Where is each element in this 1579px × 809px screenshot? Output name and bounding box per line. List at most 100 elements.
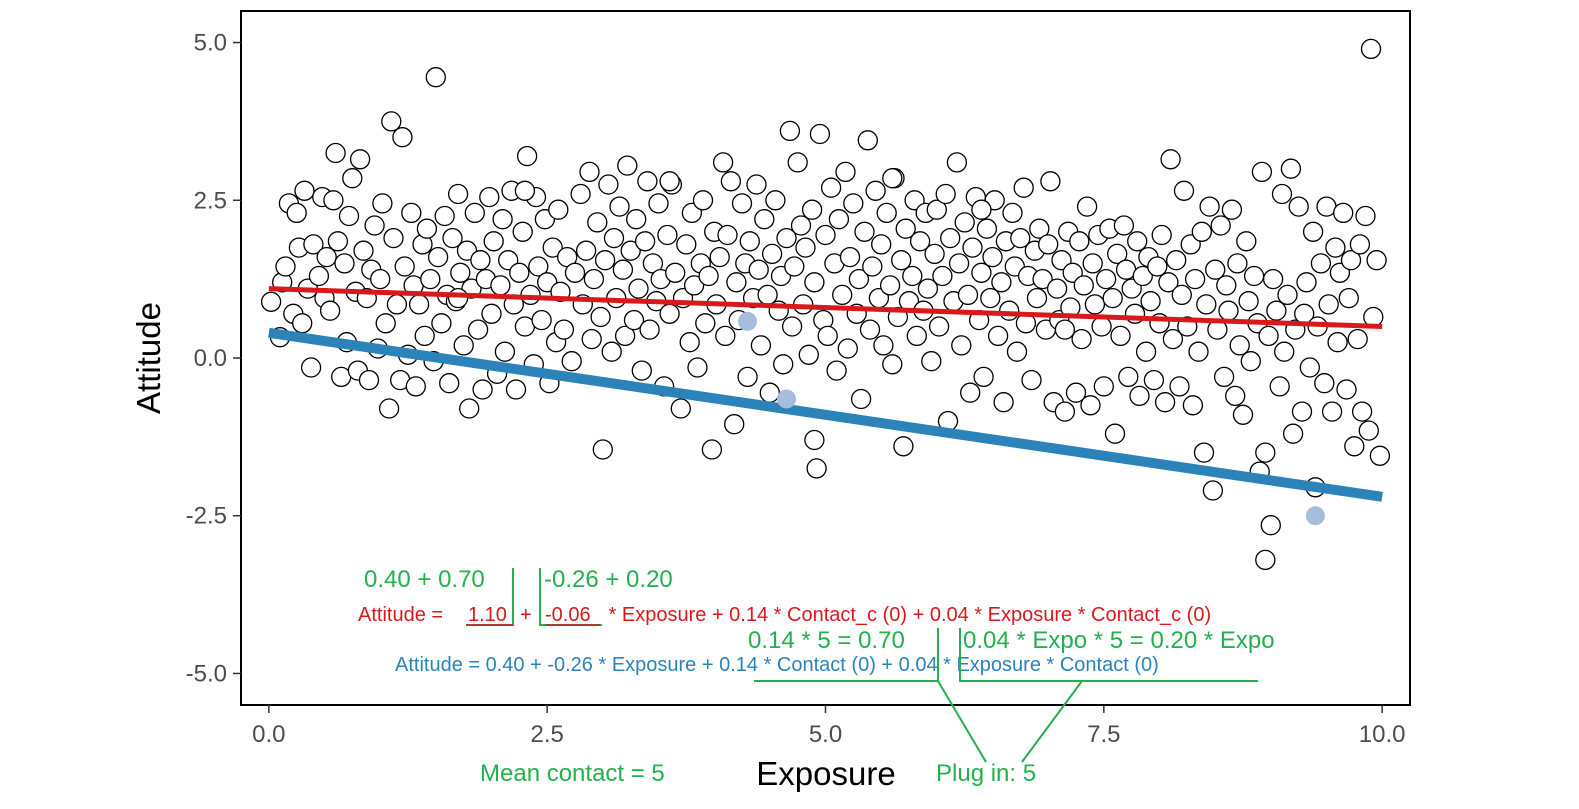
data-point (1021, 369, 1042, 391)
data-point (394, 256, 415, 277)
data-point (381, 111, 402, 132)
annotation-sum-right: -0.26 + 0.20 (544, 566, 673, 593)
data-point (490, 275, 511, 296)
data-point (1325, 237, 1346, 258)
data-point (1091, 316, 1112, 337)
data-point (1236, 231, 1257, 252)
data-point (835, 161, 856, 183)
data-point (757, 284, 778, 306)
data-point (1302, 221, 1324, 242)
data-point (659, 303, 680, 324)
data-point (1095, 268, 1117, 290)
data-point (583, 268, 605, 290)
data-point (561, 351, 582, 372)
data-point (1084, 294, 1106, 315)
data-point (665, 262, 686, 283)
data-point (1229, 335, 1250, 356)
data-point (1255, 442, 1276, 463)
data-point (648, 193, 669, 214)
data-point (1169, 376, 1190, 397)
data-point (442, 227, 463, 249)
data-point (1118, 366, 1139, 388)
data-point (1040, 171, 1061, 192)
data-point (349, 149, 371, 170)
red-regression-line (268, 286, 1383, 329)
data-point (1221, 199, 1243, 220)
data-point (701, 439, 723, 460)
data-point (531, 309, 552, 331)
data-point (292, 313, 313, 334)
data-point (999, 300, 1020, 321)
data-point (319, 300, 341, 321)
data-point (893, 436, 914, 457)
data-point (1051, 250, 1072, 271)
data-point (787, 152, 808, 173)
data-point (516, 145, 538, 167)
data-point (820, 177, 842, 198)
data-point (1347, 328, 1368, 350)
data-point (1282, 423, 1304, 444)
data-point (715, 325, 736, 347)
data-point (1184, 268, 1206, 290)
data-point (902, 265, 923, 287)
data-point (1171, 284, 1192, 306)
data-point (1355, 205, 1376, 227)
data-point (1082, 253, 1103, 274)
data-point (1182, 395, 1204, 416)
x-tick-label: 7.5 (1087, 721, 1120, 748)
data-point (670, 398, 691, 419)
data-point (1166, 250, 1187, 271)
data-point (926, 199, 947, 220)
data-point (453, 335, 474, 356)
data-point (1369, 445, 1391, 466)
x-tick-label: 2.5 (530, 721, 563, 748)
data-point (692, 190, 714, 211)
pointer-plug-in-left (937, 680, 987, 763)
data-point (1193, 442, 1215, 463)
data-point (275, 256, 296, 277)
data-point (483, 231, 504, 252)
data-point (294, 180, 315, 201)
data-point (375, 313, 396, 334)
data-point (754, 209, 775, 230)
data-point (514, 180, 536, 201)
data-point (804, 429, 825, 451)
x-tick-label: 0.0 (252, 721, 285, 748)
data-point (1073, 275, 1094, 296)
data-point (1065, 382, 1087, 403)
y-axis-title: Attitude (130, 302, 167, 414)
data-point (1013, 177, 1034, 198)
data-point (917, 278, 939, 299)
data-point (334, 253, 355, 274)
data-point (873, 335, 894, 356)
data-point (679, 332, 700, 353)
data-point (378, 398, 400, 419)
data-point (1238, 291, 1259, 312)
data-point (906, 325, 927, 347)
data-point (1162, 328, 1184, 350)
data-point (325, 142, 346, 164)
data-point (459, 398, 480, 419)
data-point (698, 265, 719, 287)
data-point (528, 256, 549, 277)
data-point (570, 183, 591, 205)
data-point (832, 284, 853, 306)
data-point (1160, 149, 1181, 170)
data-point (450, 262, 471, 283)
points-layer (260, 38, 1391, 571)
data-point (850, 388, 872, 410)
data-point (837, 338, 858, 359)
data-point (464, 202, 485, 224)
data-point (854, 221, 875, 242)
data-point (1318, 294, 1339, 315)
data-point (1269, 376, 1290, 397)
data-point (695, 313, 716, 334)
data-point (392, 127, 413, 148)
data-point (909, 231, 931, 252)
data-point (1029, 218, 1050, 239)
data-point (612, 259, 634, 280)
data-point (447, 287, 469, 309)
data-point (553, 319, 575, 340)
data-point (308, 265, 330, 287)
data-point (859, 319, 881, 340)
